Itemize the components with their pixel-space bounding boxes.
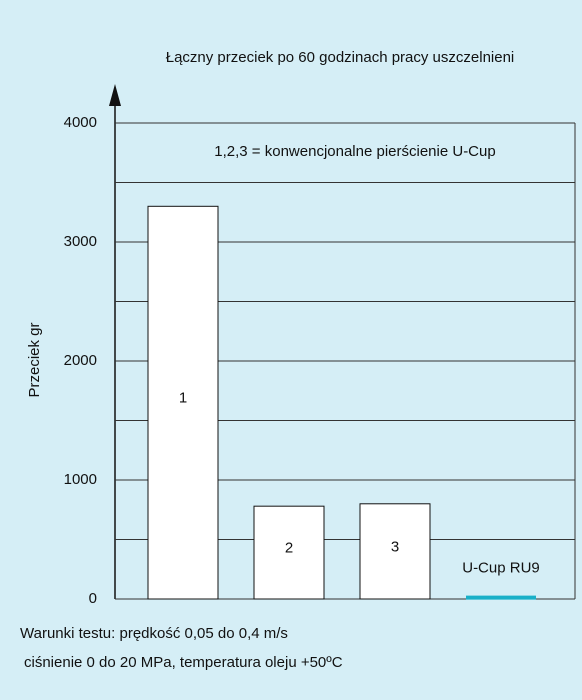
y-tick-label: 0 bbox=[89, 590, 97, 607]
y-tick-label: 1000 bbox=[64, 471, 97, 488]
bar-label: U-Cup RU9 bbox=[462, 560, 540, 577]
note: Warunki testu: prędkość 0,05 do 0,4 m/s bbox=[20, 625, 288, 642]
axis-arrow bbox=[109, 84, 121, 106]
bar bbox=[359, 503, 431, 600]
bar bbox=[147, 205, 219, 600]
annotation: 1,2,3 = konwencjonalne pierścienie U-Cup bbox=[214, 143, 495, 160]
chart-title: Łączny przeciek po 60 godzinach pracy us… bbox=[166, 49, 515, 66]
bar-label: 1 bbox=[179, 390, 187, 407]
y-tick-label: 2000 bbox=[64, 352, 97, 369]
note: ciśnienie 0 do 20 MPa, temperatura oleju… bbox=[24, 654, 343, 671]
y-tick-label: 3000 bbox=[64, 233, 97, 250]
y-tick-label: 4000 bbox=[64, 114, 97, 131]
y-axis-label: Przeciek gr bbox=[26, 322, 43, 397]
bar bbox=[466, 595, 536, 600]
bar-label: 2 bbox=[285, 540, 293, 557]
bar bbox=[253, 505, 325, 600]
bar-label: 3 bbox=[391, 538, 399, 555]
